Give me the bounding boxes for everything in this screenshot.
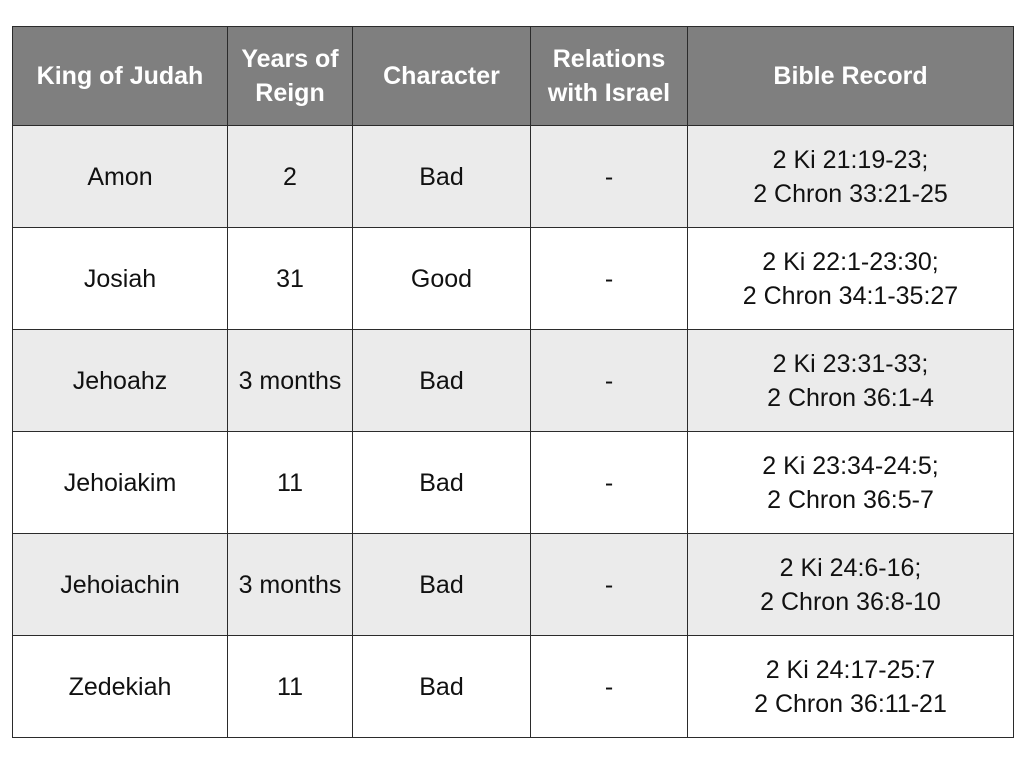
relations-cell: - [530,431,688,534]
king-cell: Zedekiah [12,635,228,738]
relations-cell: - [530,533,688,636]
years-cell: 3 months [227,533,353,636]
king-cell: Amon [12,125,228,228]
header-king: King of Judah [12,26,228,126]
years-cell: 3 months [227,329,353,432]
header-years-of-reign: Years of Reign [227,26,353,126]
table-row: Amon 2 Bad - 2 Ki 21:19-23; 2 Chron 33:2… [12,125,1014,228]
character-cell: Bad [352,329,531,432]
character-cell: Bad [352,533,531,636]
record-cell: 2 Ki 22:1-23:30; 2 Chron 34:1-35:27 [687,227,1014,330]
years-cell: 11 [227,431,353,534]
relations-cell: - [530,329,688,432]
record-cell: 2 Ki 23:31-33; 2 Chron 36:1-4 [687,329,1014,432]
header-bible-record: Bible Record [687,26,1014,126]
table-row: Josiah 31 Good - 2 Ki 22:1-23:30; 2 Chro… [12,227,1014,330]
king-cell: Jehoahz [12,329,228,432]
table-row: Zedekiah 11 Bad - 2 Ki 24:17-25:7 2 Chro… [12,635,1014,738]
kings-of-judah-table: King of Judah Years of Reign Character R… [12,26,1014,738]
king-cell: Jehoiachin [12,533,228,636]
relations-cell: - [530,125,688,228]
header-character: Character [352,26,531,126]
character-cell: Bad [352,635,531,738]
king-cell: Jehoiakim [12,431,228,534]
record-cell: 2 Ki 21:19-23; 2 Chron 33:21-25 [687,125,1014,228]
character-cell: Bad [352,431,531,534]
table-row: Jehoiachin 3 months Bad - 2 Ki 24:6-16; … [12,533,1014,636]
relations-cell: - [530,227,688,330]
years-cell: 31 [227,227,353,330]
header-row: King of Judah Years of Reign Character R… [12,26,1014,126]
record-cell: 2 Ki 24:6-16; 2 Chron 36:8-10 [687,533,1014,636]
king-cell: Josiah [12,227,228,330]
header-relations-with-israel: Relations with Israel [530,26,688,126]
character-cell: Bad [352,125,531,228]
relations-cell: - [530,635,688,738]
record-cell: 2 Ki 23:34-24:5; 2 Chron 36:5-7 [687,431,1014,534]
years-cell: 11 [227,635,353,738]
table-row: Jehoahz 3 months Bad - 2 Ki 23:31-33; 2 … [12,329,1014,432]
record-cell: 2 Ki 24:17-25:7 2 Chron 36:11-21 [687,635,1014,738]
character-cell: Good [352,227,531,330]
table-row: Jehoiakim 11 Bad - 2 Ki 23:34-24:5; 2 Ch… [12,431,1014,534]
years-cell: 2 [227,125,353,228]
